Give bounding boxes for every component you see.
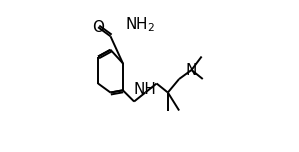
Text: N: N [186,62,197,78]
Text: O: O [92,20,104,35]
Text: NH$_2$: NH$_2$ [125,16,155,34]
Text: NH: NH [134,82,157,97]
